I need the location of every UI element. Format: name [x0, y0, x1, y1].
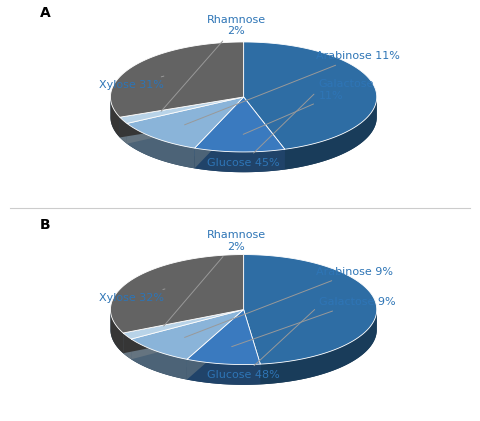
- Polygon shape: [123, 309, 244, 353]
- Polygon shape: [110, 97, 120, 138]
- Polygon shape: [127, 97, 244, 144]
- Polygon shape: [244, 42, 377, 149]
- Text: Galactose 9%: Galactose 9%: [232, 297, 396, 346]
- Polygon shape: [110, 255, 244, 333]
- Polygon shape: [244, 309, 260, 384]
- Polygon shape: [187, 309, 244, 380]
- Text: Xylose 31%: Xylose 31%: [99, 76, 164, 91]
- Polygon shape: [131, 339, 187, 380]
- Polygon shape: [110, 309, 123, 353]
- Text: Glucose 45%: Glucose 45%: [207, 94, 314, 168]
- Polygon shape: [244, 309, 260, 384]
- Polygon shape: [244, 97, 285, 170]
- Text: Glucose 48%: Glucose 48%: [207, 309, 315, 380]
- Polygon shape: [110, 97, 377, 172]
- Polygon shape: [123, 333, 131, 359]
- Polygon shape: [123, 309, 244, 339]
- Text: B: B: [39, 218, 50, 232]
- Polygon shape: [244, 97, 285, 170]
- Polygon shape: [120, 97, 244, 138]
- Polygon shape: [110, 42, 244, 117]
- Polygon shape: [187, 309, 244, 380]
- Polygon shape: [120, 97, 244, 123]
- Polygon shape: [194, 148, 285, 172]
- Polygon shape: [194, 97, 285, 152]
- Text: Galactose
11%: Galactose 11%: [243, 79, 374, 134]
- Polygon shape: [127, 97, 244, 144]
- Polygon shape: [123, 309, 244, 353]
- Text: Arabinose 11%: Arabinose 11%: [185, 51, 400, 125]
- Polygon shape: [194, 97, 244, 168]
- Polygon shape: [187, 360, 260, 385]
- Polygon shape: [260, 309, 377, 384]
- Polygon shape: [244, 255, 377, 364]
- Text: Xylose 32%: Xylose 32%: [99, 289, 165, 303]
- Text: Arabinose 9%: Arabinose 9%: [185, 267, 393, 338]
- Polygon shape: [194, 97, 244, 168]
- Polygon shape: [127, 123, 194, 168]
- Polygon shape: [120, 97, 244, 138]
- Polygon shape: [120, 117, 127, 144]
- Polygon shape: [165, 141, 322, 160]
- Polygon shape: [131, 309, 244, 360]
- Text: Rhamnose
2%: Rhamnose 2%: [161, 15, 266, 111]
- Text: A: A: [39, 6, 50, 20]
- Polygon shape: [131, 309, 244, 359]
- Polygon shape: [285, 98, 377, 170]
- Polygon shape: [110, 309, 377, 385]
- Polygon shape: [131, 309, 244, 359]
- Polygon shape: [127, 97, 244, 148]
- Polygon shape: [187, 309, 260, 365]
- Polygon shape: [165, 354, 322, 373]
- Text: Rhamnose
2%: Rhamnose 2%: [164, 230, 266, 326]
